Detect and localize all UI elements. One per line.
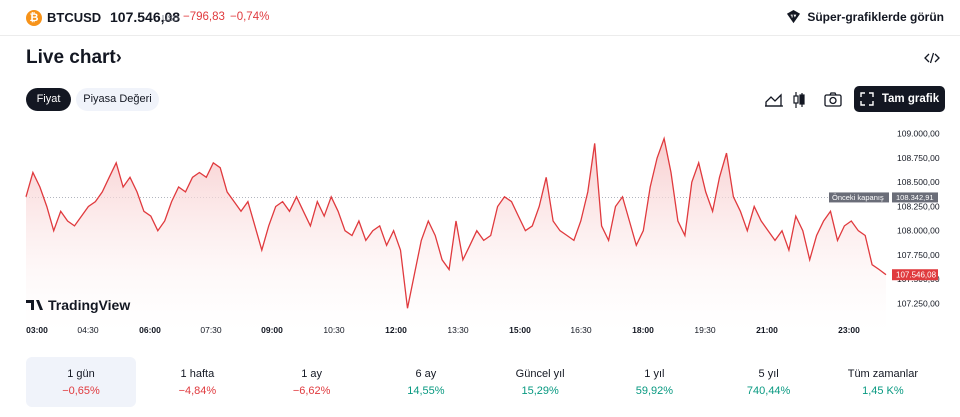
- price-line: [25, 136, 887, 309]
- period-label: 1 gün: [67, 368, 95, 380]
- period-label: 5 yıl: [758, 368, 779, 380]
- camera-icon[interactable]: [822, 89, 844, 111]
- period-change: −6,62%: [292, 385, 331, 397]
- price-chart[interactable]: 109.000,00 108.750,00 108.500,00 108.250,00…: [0, 118, 960, 340]
- tradingview-diamond-icon: [787, 9, 801, 24]
- y-tick-label: 108.000,00: [897, 226, 940, 236]
- x-tick-label: 19:30: [694, 325, 716, 335]
- fullscreen-icon: [860, 92, 874, 106]
- supercharts-link-label: Süper-grafiklerde görün: [807, 9, 944, 24]
- change-absolute: −796,83: [183, 11, 225, 23]
- y-tick-label: 107.750,00: [897, 250, 940, 260]
- area-chart-icon[interactable]: [763, 89, 785, 111]
- change-percent: −0,74%: [230, 11, 270, 23]
- x-tick-label: 18:00: [632, 325, 654, 335]
- full-chart-button[interactable]: Tam grafik: [854, 86, 945, 112]
- tradingview-watermark: TradingView: [26, 297, 130, 313]
- period-label: 1 yıl: [644, 368, 665, 380]
- period-label: Tüm zamanlar: [847, 368, 919, 380]
- x-tick-label: 10:30: [323, 325, 345, 335]
- x-tick-label: 23:00: [838, 325, 860, 335]
- period-label: Güncel yıl: [515, 368, 565, 380]
- chevron-right-icon: ›: [115, 47, 122, 67]
- period-label: 6 ay: [415, 368, 437, 380]
- x-tick-label: 16:30: [570, 325, 592, 335]
- y-tick-label: 108.750,00: [897, 153, 940, 163]
- period-label: 1 ay: [301, 368, 323, 380]
- period-change: 15,29%: [521, 385, 559, 397]
- x-tick-label: 09:00: [261, 325, 283, 335]
- x-tick-label: 13:30: [447, 325, 469, 335]
- y-tick-label: 109.000,00: [897, 129, 940, 139]
- x-tick-label: 15:00: [509, 325, 531, 335]
- symbol-label: BTCUSD: [47, 10, 102, 25]
- period-option[interactable]: 1 gün −0,65%: [26, 357, 136, 407]
- tradingview-logo-icon: [26, 300, 43, 310]
- period-option[interactable]: 1 ay −6,62%: [255, 357, 369, 407]
- y-tick-label: 108.500,00: [897, 177, 940, 187]
- period-option[interactable]: 6 ay 14,55%: [369, 357, 483, 407]
- tab-market-cap[interactable]: Piyasa Değeri: [76, 88, 159, 111]
- period-change: 14,55%: [407, 385, 445, 397]
- period-change: −4,84%: [178, 385, 217, 397]
- x-tick-label: 06:00: [139, 325, 161, 335]
- period-option[interactable]: Güncel yıl 15,29%: [483, 357, 597, 407]
- period-option[interactable]: 1 yıl 59,92%: [597, 357, 711, 407]
- period-change: −0,65%: [62, 385, 100, 397]
- period-option[interactable]: 1 hafta −4,84%: [140, 357, 254, 407]
- last-price-tag: 107.546,08: [892, 269, 938, 281]
- top-bar: ₿ BTCUSD 107.546,08 USD −796,83 −0,74% S…: [0, 0, 960, 36]
- bitcoin-icon: ₿: [26, 10, 42, 26]
- live-chart-title[interactable]: Live chart›: [26, 47, 122, 69]
- previous-close-value: 108.342,91: [896, 193, 934, 202]
- currency-label: USD: [162, 14, 179, 23]
- x-tick-label: 21:00: [756, 325, 778, 335]
- x-tick-label: 04:30: [77, 325, 99, 335]
- supercharts-link[interactable]: Süper-grafiklerde görün: [786, 9, 944, 24]
- period-change: 740,44%: [746, 385, 791, 397]
- embed-code-icon[interactable]: [924, 52, 940, 64]
- period-option[interactable]: 5 yıl 740,44%: [712, 357, 826, 407]
- last-price-value: 107.546,08: [896, 271, 937, 280]
- tradingview-watermark-text: TradingView: [48, 297, 130, 313]
- period-label: 1 hafta: [180, 368, 215, 380]
- x-tick-label: 07:30: [200, 325, 222, 335]
- price-area-fill: [26, 138, 886, 332]
- x-tick-label: 03:00: [26, 325, 48, 335]
- period-change: 1,45 K%: [862, 385, 904, 397]
- live-chart-title-text: Live chart: [26, 47, 116, 68]
- period-change: 59,92%: [635, 385, 674, 397]
- previous-close-label: Önceki kapanış: [832, 193, 884, 202]
- tab-price[interactable]: Fiyat: [26, 88, 71, 111]
- period-option[interactable]: Tüm zamanlar 1,45 K%: [826, 357, 940, 407]
- y-tick-label: 107.250,00: [897, 298, 940, 308]
- previous-close-tag: Önceki kapanış 108.342,91: [829, 192, 938, 203]
- candlestick-icon[interactable]: [788, 89, 810, 111]
- current-price: 107.546,08: [110, 9, 181, 25]
- period-selector: 1 gün −0,65% 1 hafta −4,84% 1 ay −6,62% 6 ay 14…: [26, 357, 940, 407]
- y-tick-label: 108.250,00: [897, 201, 940, 211]
- x-tick-label: 12:00: [385, 325, 407, 335]
- full-chart-label: Tam grafik: [881, 93, 940, 105]
